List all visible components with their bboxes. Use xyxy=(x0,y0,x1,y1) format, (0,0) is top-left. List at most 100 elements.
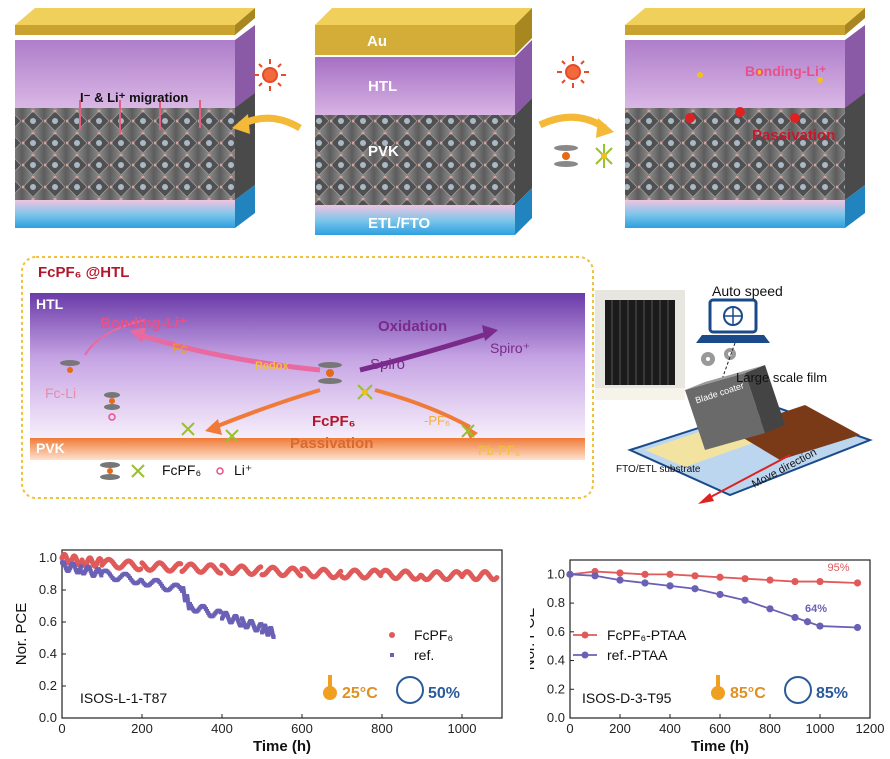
x-tick-label: 200 xyxy=(131,721,153,736)
data-point-fcpf6 xyxy=(494,574,500,581)
passivation-arrowhead-left xyxy=(205,419,222,435)
sun-icon xyxy=(557,56,589,88)
x-tick-label: 1000 xyxy=(448,721,477,736)
oxidation-arrow xyxy=(359,330,491,373)
mech-bonding: Bonding-Li⁺ xyxy=(100,315,188,332)
thermometer-stem xyxy=(328,675,332,689)
y-tick-label: 0.0 xyxy=(547,710,565,725)
passivation-arrow-right xyxy=(374,388,471,429)
data-point-1 xyxy=(741,596,749,604)
mech-fc: Fc xyxy=(172,340,188,356)
x-tick-label: 400 xyxy=(211,721,233,736)
data-point-1 xyxy=(816,622,824,630)
data-point-ref xyxy=(218,610,223,615)
x-axis-label: Time (h) xyxy=(253,738,311,755)
blade-coater-icon xyxy=(685,365,785,450)
x-tick-label: 600 xyxy=(291,721,313,736)
data-point-fcpf6 xyxy=(258,564,264,570)
bonding-arrow xyxy=(139,332,321,373)
fc-li-molecule-icon xyxy=(60,360,120,421)
data-point-fcpf6 xyxy=(218,570,224,576)
legend-li: Li⁺ xyxy=(234,462,253,478)
mech-spiro: Spiro xyxy=(370,356,406,373)
data-point-fcpf6 xyxy=(298,573,304,579)
temperature-label: 25°C xyxy=(342,685,378,702)
x-tick-label: 0 xyxy=(566,721,573,736)
label-migration: I⁻ & Li⁺ migration xyxy=(80,90,189,105)
humidity-icon xyxy=(396,676,424,704)
ferrocene-icon xyxy=(554,145,578,167)
data-point-ref xyxy=(185,598,190,603)
data-point-fcpf6 xyxy=(138,566,144,572)
plot-frame xyxy=(61,549,503,719)
data-point-0 xyxy=(766,576,774,584)
stack-right xyxy=(625,8,865,228)
label-auto-speed: Auto speed xyxy=(712,283,783,299)
x-tick-label: 800 xyxy=(759,721,781,736)
mech-passivation: Passivation xyxy=(290,435,374,452)
data-point-0 xyxy=(853,579,862,587)
stack-middle xyxy=(315,8,532,235)
x-tick-label: 0 xyxy=(58,721,65,736)
series-line-0 xyxy=(569,570,858,584)
thermometer-stem xyxy=(716,675,720,689)
move-direction-arrow xyxy=(704,454,791,501)
data-point-1 xyxy=(641,579,649,587)
passivation-arrowhead-right xyxy=(463,424,478,439)
pf6-markers xyxy=(697,69,823,83)
mech-spiro-plus: Spiro⁺ xyxy=(490,340,531,356)
data-point-0 xyxy=(816,577,824,586)
y-tick-label: 1.0 xyxy=(39,550,57,565)
label-passivation: Passivation xyxy=(752,127,836,144)
legend-marker-0 xyxy=(581,631,589,639)
arrowhead-right-icon xyxy=(596,118,614,138)
label-etl: ETL/FTO xyxy=(368,215,431,232)
legend-label: FcPF₆ xyxy=(414,627,453,643)
humidity-icon xyxy=(784,676,812,704)
chart-annotation: ISOS-D-3-T95 xyxy=(582,690,672,706)
data-point-1 xyxy=(666,582,674,590)
legend-fcpf6-icon xyxy=(100,462,145,480)
data-point-1 xyxy=(566,570,574,578)
label-large-film: Large scale film xyxy=(736,370,828,385)
x-tick-label: 1000 xyxy=(806,721,835,736)
legend-li-icon xyxy=(216,467,224,475)
y-axis-label: Nor. PCE xyxy=(13,603,30,666)
bonding-arrowhead xyxy=(130,327,146,343)
x-tick-label: 600 xyxy=(709,721,731,736)
pf6-passivation-icons xyxy=(181,422,475,443)
legend-marker-ref xyxy=(390,653,394,657)
data-point-ref xyxy=(79,564,84,569)
data-point-ref xyxy=(182,592,187,597)
mech-title: FcPF₆ @HTL xyxy=(38,264,130,281)
data-point-1 xyxy=(766,605,774,613)
x-axis-label: Time (h) xyxy=(691,738,749,755)
data-point-1 xyxy=(716,590,724,599)
end-label-ref: 64% xyxy=(805,603,827,615)
y-tick-label: 0.2 xyxy=(547,681,565,696)
laptop-icon xyxy=(696,298,770,343)
arrow-right-icon xyxy=(538,113,607,131)
mech-oxidation: Oxidation xyxy=(378,318,448,335)
gear-icon xyxy=(701,348,736,366)
label-pvk: PVK xyxy=(368,143,399,160)
data-point-fcpf6 xyxy=(338,568,344,574)
mech-fcpf6: FcPF₆ xyxy=(312,413,356,430)
thermometer-icon xyxy=(323,686,337,700)
data-point-0 xyxy=(691,572,699,580)
legend-label: FcPF₆-PTAA xyxy=(607,627,687,643)
end-label-fcpf6: 95% xyxy=(828,562,850,574)
chart-left: 0 200 400 600 800 1000 0.0 0.2 0.4 0.6 0.8 1.0 Time … xyxy=(13,549,503,755)
x-tick-label: 800 xyxy=(371,721,393,736)
mechanism-diagram xyxy=(21,256,594,499)
y-tick-label: 1.0 xyxy=(547,566,565,581)
fc-li-arrow xyxy=(84,319,146,356)
mech-pb-pf6: Pb-PF₆ xyxy=(478,443,521,458)
y-tick-label: 0.0 xyxy=(39,710,57,725)
label-bonding-li: Bonding-Li⁺ xyxy=(745,63,827,79)
y-tick-label: 0.6 xyxy=(547,624,565,639)
data-point-ref xyxy=(99,573,104,578)
mech-fc-li: Fc-Li xyxy=(45,385,77,401)
data-point-0 xyxy=(616,569,624,577)
data-point-ref xyxy=(239,623,244,628)
